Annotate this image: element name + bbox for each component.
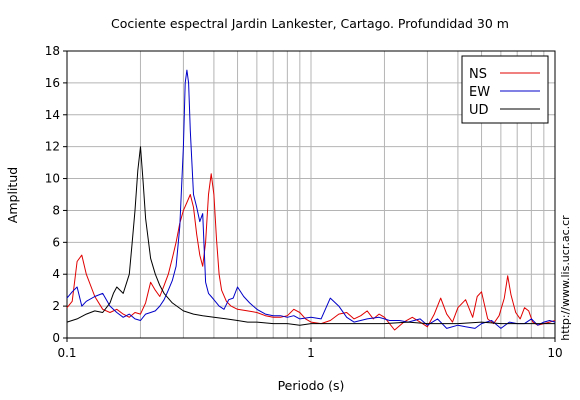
y-tick-label: 4 (52, 267, 60, 281)
x-tick-label: 10 (547, 346, 562, 360)
legend: NS EW UD (461, 55, 549, 124)
chart-title: Cociente espectral Jardin Lankester, Car… (111, 16, 509, 31)
legend-label-ns: NS (469, 67, 487, 82)
x-tick-label: 1 (307, 346, 315, 360)
side-note-url: http://www.lis.ucr.ac.cr (559, 215, 572, 341)
series-layer (66, 69, 556, 331)
legend-label-ud: UD (469, 103, 489, 118)
y-axis-label: Amplitud (5, 167, 20, 223)
y-tick-label: 18 (45, 44, 60, 58)
y-tick-label: 10 (45, 172, 60, 186)
y-tick-label: 16 (45, 76, 60, 90)
y-tick-label: 12 (45, 140, 60, 154)
y-tick-label: 14 (45, 108, 60, 122)
y-tick-label: 6 (52, 235, 60, 249)
series-line-ew (66, 69, 556, 329)
legend-label-ew: EW (469, 85, 490, 100)
y-tick-label: 2 (52, 299, 60, 313)
axis-layer: 0 2 4 6 8 10 12 14 16 18 0.1 1 10 (45, 44, 563, 360)
grid (67, 51, 555, 338)
y-tick-label: 8 (52, 203, 60, 217)
legend-box (461, 55, 549, 124)
y-tick-label: 0 (52, 331, 60, 345)
x-axis-label: Periodo (s) (278, 378, 345, 393)
x-tick-label: 0.1 (57, 346, 76, 360)
series-line-ud (66, 146, 555, 326)
